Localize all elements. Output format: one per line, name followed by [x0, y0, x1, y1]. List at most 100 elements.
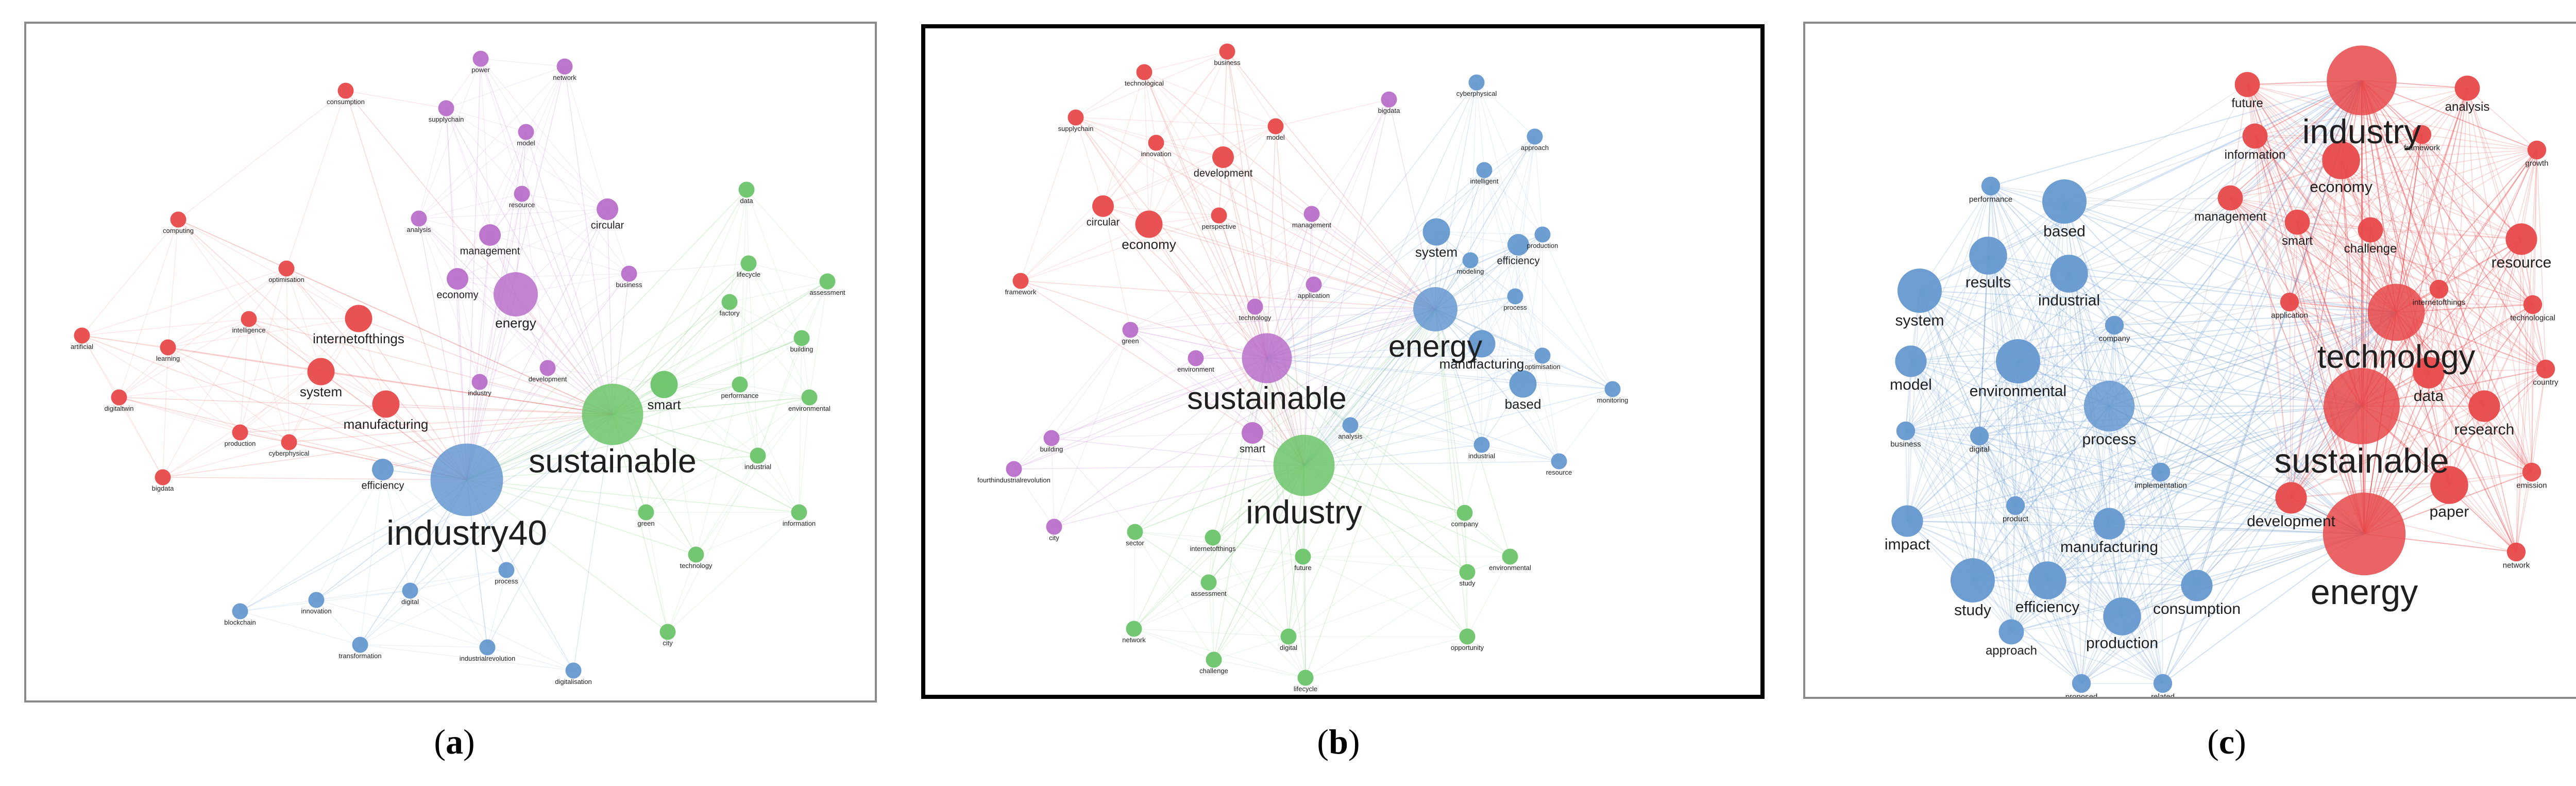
- node-management[interactable]: [2217, 185, 2243, 211]
- node-industrialrevolution[interactable]: [479, 639, 496, 656]
- node-process[interactable]: [2083, 380, 2135, 432]
- node-factory[interactable]: [721, 294, 738, 310]
- node-data[interactable]: [2413, 357, 2445, 389]
- node-performance[interactable]: [1981, 176, 2001, 196]
- node-industry[interactable]: [1273, 434, 1335, 496]
- node-circular[interactable]: [597, 198, 618, 220]
- node-efficiency[interactable]: [1507, 234, 1529, 256]
- node-supplychain[interactable]: [438, 100, 454, 116]
- node-production[interactable]: [1534, 226, 1551, 243]
- node-framework[interactable]: [2412, 125, 2432, 144]
- node-manufacturing[interactable]: [372, 390, 400, 418]
- node-based[interactable]: [2042, 179, 2087, 224]
- node-impact[interactable]: [1891, 505, 1923, 537]
- node-supplychain[interactable]: [1067, 109, 1084, 126]
- node-performance[interactable]: [732, 376, 748, 393]
- node-technology[interactable]: [1247, 298, 1263, 315]
- node-intelligent[interactable]: [1476, 162, 1493, 178]
- node-blockchain[interactable]: [232, 603, 248, 620]
- node-system[interactable]: [1422, 218, 1450, 246]
- node-technology[interactable]: [2367, 283, 2425, 341]
- node-industry[interactable]: [471, 374, 488, 390]
- node-model[interactable]: [1267, 118, 1284, 135]
- node-system[interactable]: [1897, 269, 1942, 313]
- node-future[interactable]: [2234, 72, 2260, 97]
- node-resource[interactable]: [2505, 223, 2537, 255]
- node-transformation[interactable]: [352, 637, 368, 653]
- node-management[interactable]: [479, 224, 501, 246]
- node-internetofthings[interactable]: [345, 305, 372, 332]
- node-perspective[interactable]: [1211, 207, 1227, 224]
- node-fourthindustrialrevolution[interactable]: [1006, 461, 1022, 477]
- node-environmental[interactable]: [801, 389, 818, 406]
- node-modeling[interactable]: [1462, 252, 1479, 269]
- node-energy[interactable]: [494, 272, 538, 316]
- node-circular[interactable]: [1092, 195, 1114, 217]
- node-digital[interactable]: [402, 582, 418, 599]
- node-network[interactable]: [2506, 542, 2526, 562]
- node-emission[interactable]: [2522, 462, 2541, 482]
- node-company[interactable]: [1456, 505, 1473, 521]
- node-consumption[interactable]: [2181, 570, 2213, 601]
- node-assessment[interactable]: [819, 273, 836, 290]
- node-paper[interactable]: [2430, 466, 2468, 504]
- node-implementation[interactable]: [2151, 462, 2171, 482]
- node-data[interactable]: [738, 181, 755, 198]
- node-consumption[interactable]: [337, 82, 354, 99]
- node-technological[interactable]: [2523, 295, 2543, 314]
- node-approach[interactable]: [1527, 128, 1543, 145]
- node-energy[interactable]: [2323, 492, 2406, 576]
- node-digitalisation[interactable]: [565, 662, 582, 679]
- node-sector[interactable]: [1127, 524, 1143, 540]
- node-technological[interactable]: [1136, 64, 1153, 80]
- node-green[interactable]: [1122, 322, 1139, 338]
- node-study[interactable]: [1951, 558, 1995, 603]
- node-internetofthings[interactable]: [1205, 529, 1221, 546]
- node-energy[interactable]: [1413, 287, 1458, 331]
- node-building[interactable]: [793, 330, 810, 346]
- node-monitoring[interactable]: [1604, 381, 1621, 397]
- node-economy[interactable]: [1135, 210, 1163, 238]
- node-green[interactable]: [638, 504, 654, 521]
- node-based[interactable]: [1509, 370, 1537, 398]
- node-innovation[interactable]: [1148, 135, 1164, 151]
- node-development[interactable]: [539, 360, 556, 376]
- node-cyberphysical[interactable]: [281, 434, 297, 450]
- node-assessment[interactable]: [1200, 574, 1217, 591]
- node-results[interactable]: [1969, 237, 2007, 275]
- node-study[interactable]: [1459, 564, 1476, 580]
- node-research[interactable]: [2468, 390, 2500, 422]
- node-industry40[interactable]: [430, 443, 503, 516]
- node-industrial[interactable]: [750, 447, 766, 464]
- node-network[interactable]: [556, 58, 573, 75]
- node-optimisation[interactable]: [278, 260, 295, 277]
- node-city[interactable]: [1046, 519, 1062, 535]
- node-internetofthings[interactable]: [2429, 279, 2449, 299]
- node-sustainable[interactable]: [1242, 333, 1292, 383]
- node-bigdata[interactable]: [1381, 91, 1397, 108]
- node-management[interactable]: [1303, 206, 1320, 222]
- node-optimisation[interactable]: [1534, 347, 1551, 364]
- node-resource[interactable]: [1551, 453, 1567, 470]
- node-business[interactable]: [1219, 43, 1235, 60]
- node-environment[interactable]: [1188, 350, 1204, 366]
- node-model[interactable]: [518, 124, 534, 140]
- node-application[interactable]: [1306, 276, 1322, 293]
- node-application[interactable]: [2280, 292, 2299, 312]
- node-business[interactable]: [1896, 421, 1916, 441]
- node-sustainable[interactable]: [582, 383, 643, 445]
- node-digital[interactable]: [1280, 628, 1297, 645]
- node-environmental[interactable]: [1996, 339, 2040, 383]
- node-sustainable[interactable]: [2324, 368, 2400, 444]
- node-model[interactable]: [1895, 345, 1927, 377]
- node-company[interactable]: [2105, 315, 2124, 335]
- node-lifecycle[interactable]: [1297, 670, 1314, 686]
- node-approach[interactable]: [1998, 619, 2024, 645]
- node-analysis[interactable]: [411, 210, 427, 227]
- node-manufacturing[interactable]: [1468, 330, 1496, 358]
- node-future[interactable]: [1295, 548, 1311, 565]
- node-efficiency[interactable]: [2028, 561, 2066, 599]
- node-smart[interactable]: [1242, 422, 1263, 444]
- node-analysis[interactable]: [1342, 417, 1359, 433]
- node-development[interactable]: [1212, 146, 1234, 168]
